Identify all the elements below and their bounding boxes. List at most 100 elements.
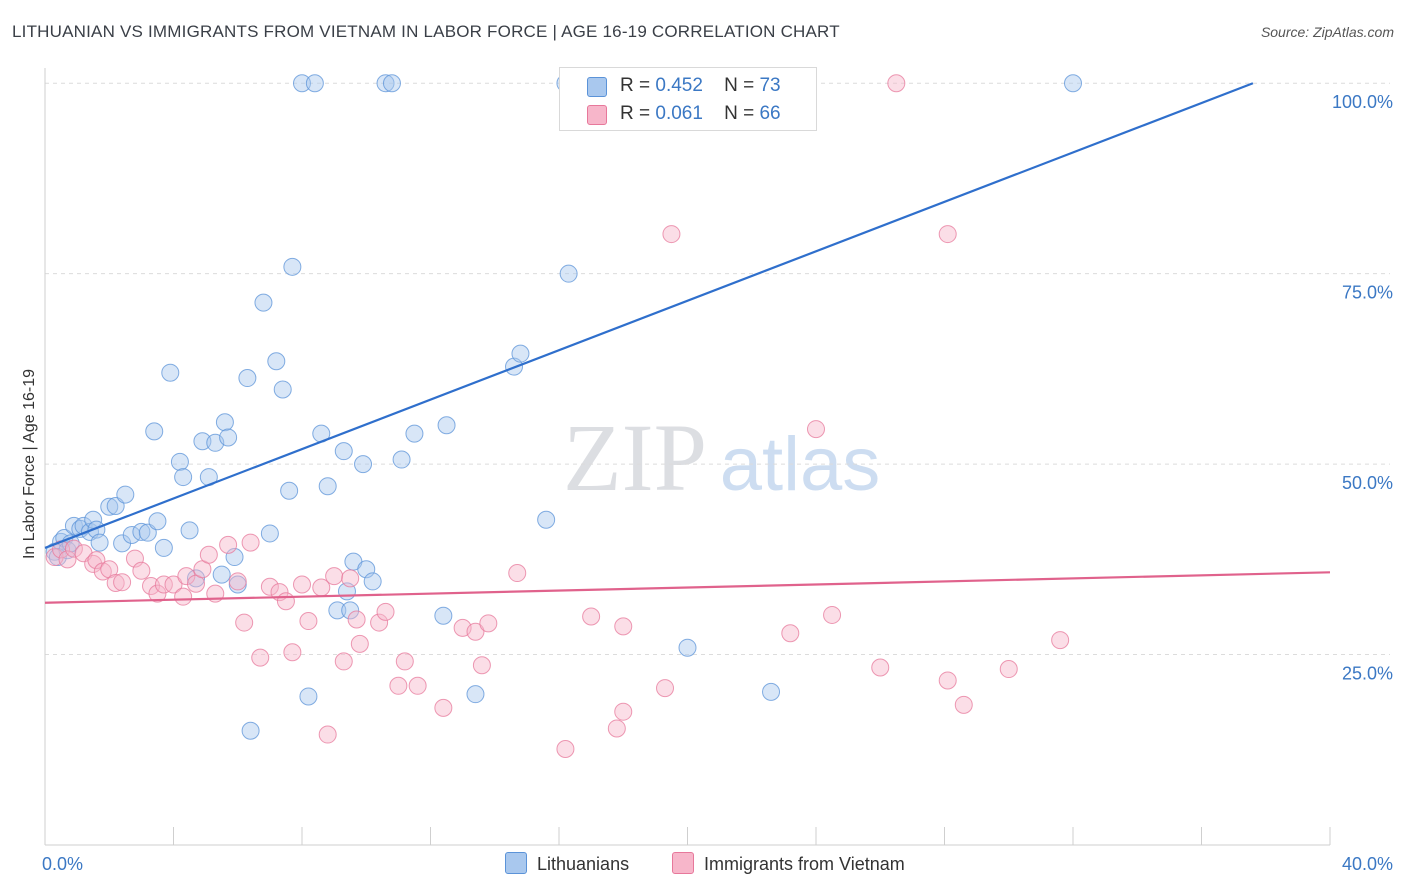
point-vietnam-41: [370, 613, 389, 632]
grid: [45, 82, 1390, 656]
point-vietnam-42: [376, 602, 395, 621]
point-vietnam-48: [466, 622, 485, 641]
point-vietnam-66: [954, 695, 973, 714]
point-vietnam-44: [395, 652, 414, 671]
point-vietnam-37: [334, 652, 353, 671]
n-label: N =: [724, 75, 755, 96]
legend-item-vietnam[interactable]: Immigrants from Vietnam: [672, 852, 905, 875]
point-lithuanians-56: [363, 572, 382, 591]
point-lithuanians-17: [122, 525, 141, 544]
point-lithuanians-24: [170, 452, 189, 471]
point-lithuanians-71: [762, 682, 781, 701]
point-lithuanians-23: [161, 363, 180, 382]
point-vietnam-60: [807, 420, 825, 439]
r-label: R =: [620, 75, 651, 96]
point-lithuanians-66: [537, 510, 556, 529]
point-vietnam-57: [656, 679, 675, 698]
point-lithuanians-22: [154, 538, 173, 557]
watermark-zip: ZIP: [563, 404, 707, 511]
point-lithuanians-49: [328, 601, 347, 620]
point-lithuanians-45: [299, 687, 318, 706]
axes: [44, 68, 1331, 846]
legend-label-lithuanians: Lithuanians: [537, 854, 630, 874]
point-lithuanians-48: [318, 477, 337, 496]
y-tick-label-1: 50.0%: [1342, 473, 1393, 493]
point-lithuanians-63: [466, 685, 485, 704]
point-vietnam-68: [1051, 631, 1070, 650]
r-value-vietnam: 0.061: [655, 103, 703, 124]
point-lithuanians-16: [116, 485, 135, 504]
point-vietnam-24: [228, 572, 247, 591]
point-vietnam-50: [479, 614, 498, 633]
point-vietnam-45: [408, 676, 427, 695]
watermark: ZIP atlas: [563, 404, 880, 511]
point-vietnam-64: [938, 671, 957, 690]
point-lithuanians-36: [238, 369, 257, 388]
point-vietnam-61: [823, 605, 842, 624]
legend-swatch-vietnam: [672, 852, 694, 874]
point-lithuanians-12: [90, 533, 109, 552]
point-vietnam-43: [389, 676, 408, 695]
n-label: N =: [724, 103, 755, 124]
point-vietnam-53: [582, 607, 601, 626]
point-vietnam-56: [614, 702, 633, 721]
point-vietnam-16: [164, 575, 183, 594]
point-vietnam-13: [142, 577, 161, 595]
point-vietnam-25: [235, 613, 254, 632]
trend-line-lithuanians: [44, 82, 1254, 549]
point-lithuanians-60: [405, 424, 424, 443]
point-vietnam-32: [293, 575, 311, 594]
point-vietnam-62: [871, 658, 890, 677]
point-vietnam-49: [472, 656, 491, 675]
point-vietnam-26: [241, 533, 260, 552]
point-lithuanians-61: [434, 606, 453, 625]
point-vietnam-27: [251, 648, 270, 667]
point-lithuanians-41: [273, 380, 292, 399]
x-tick-label-min: 0.0%: [42, 854, 83, 874]
y-tick-label-0: 25.0%: [1342, 664, 1393, 684]
point-vietnam-10: [113, 573, 132, 592]
point-vietnam-6: [87, 551, 106, 570]
point-vietnam-28: [260, 577, 279, 596]
point-lithuanians-38: [254, 293, 273, 312]
point-vietnam-17: [174, 587, 193, 606]
point-lithuanians-31: [212, 565, 231, 584]
point-vietnam-40: [350, 634, 369, 653]
r-label: R =: [620, 103, 651, 124]
point-vietnam-12: [132, 561, 151, 580]
chart-title: LITHUANIAN VS IMMIGRANTS FROM VIETNAM IN…: [12, 22, 840, 41]
point-vietnam-63: [887, 74, 906, 93]
point-vietnam-15: [154, 575, 173, 594]
point-vietnam-21: [199, 545, 218, 564]
n-value-lithuanians: 73: [759, 75, 781, 96]
point-vietnam-67: [999, 660, 1018, 679]
point-vietnam-23: [219, 535, 238, 554]
tick-labels: 25.0% 50.0% 75.0% 100.0% 0.0% 40.0%: [42, 92, 1393, 874]
point-lithuanians-33: [219, 428, 238, 447]
legend-item-lithuanians[interactable]: Lithuanians: [505, 852, 629, 875]
point-vietnam-30: [276, 592, 295, 611]
point-vietnam-3: [64, 539, 83, 558]
point-lithuanians-44: [293, 74, 311, 93]
legend-swatch-lithuanians: [505, 852, 527, 874]
point-lithuanians-18: [132, 522, 151, 541]
r-value-lithuanians: 0.452: [655, 75, 703, 96]
point-lithuanians-39: [260, 524, 279, 543]
point-lithuanians-70: [678, 638, 697, 657]
point-vietnam-9: [106, 573, 125, 592]
point-vietnam-18: [177, 567, 196, 586]
point-vietnam-54: [607, 719, 626, 738]
stats-swatch-vietnam: [587, 105, 607, 125]
point-lithuanians-62: [437, 416, 456, 435]
point-lithuanians-54: [354, 455, 373, 474]
point-lithuanians-32: [215, 413, 234, 432]
point-vietnam-36: [325, 567, 344, 586]
chart-source: Source: ZipAtlas.com: [1260, 24, 1394, 40]
point-vietnam-65: [938, 225, 957, 244]
point-lithuanians-42: [280, 481, 299, 500]
point-lithuanians-52: [341, 601, 360, 620]
point-lithuanians-72: [1064, 74, 1082, 93]
point-vietnam-46: [434, 698, 453, 717]
point-lithuanians-28: [193, 432, 212, 451]
